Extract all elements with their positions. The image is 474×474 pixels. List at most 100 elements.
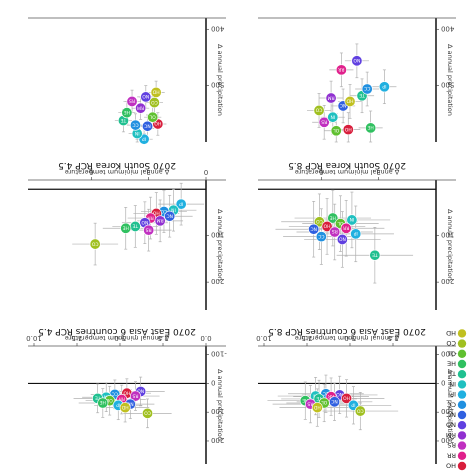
legend-swatch-OL — [457, 349, 467, 358]
x-axis-label: Δ annual minimum temperature — [295, 334, 399, 342]
data-point-label: HE — [124, 109, 130, 115]
data-point-label: HE — [367, 124, 373, 130]
y-tick-label: 200 — [441, 436, 454, 444]
data-point-label: RS — [332, 228, 338, 234]
data-point-label: NC — [166, 212, 173, 218]
x-tick-label: 5.0 — [344, 334, 355, 342]
data-point-label: IP — [116, 401, 120, 407]
data-point-label: NC — [127, 400, 134, 406]
data-point-label: NC — [144, 122, 151, 128]
y-tick-label: 100 — [211, 407, 224, 415]
x-axis-label: Δ annual minimum temperature — [295, 168, 399, 176]
data-point-label: HE — [302, 397, 308, 403]
data-point-label: RR — [147, 214, 153, 220]
data-point-label: HO — [344, 126, 351, 132]
data-point-label: RS — [307, 400, 313, 406]
data-point-IN — [327, 111, 339, 123]
data-point-label: NO — [353, 57, 360, 63]
data-point-label: RM — [157, 217, 164, 223]
legend-label-RM: RM — [446, 431, 456, 439]
data-point-label: NO — [137, 388, 144, 394]
data-point-RR — [340, 222, 352, 234]
data-point-label: HE — [100, 399, 106, 405]
data-point-label: CO — [144, 410, 151, 416]
data-point-OL — [330, 125, 342, 137]
legend-label-CC: CC — [446, 400, 456, 408]
data-point-label: TE — [316, 395, 323, 401]
data-point-label: IP — [351, 401, 355, 407]
legend-swatch-RR — [457, 451, 467, 460]
panel-title: 2070 South Korea RCP 8.5 — [288, 160, 406, 170]
data-point-label: RS — [321, 118, 327, 124]
panel-title: 2070 South Korea RCP 4.5 — [58, 160, 176, 170]
legend-label-HO: HO — [446, 462, 456, 470]
data-point-label: CO — [151, 99, 158, 105]
data-point-RM — [154, 215, 166, 227]
legend-label-TE: TE — [448, 370, 457, 378]
data-point-CO — [313, 104, 325, 116]
data-point-NO — [336, 233, 348, 245]
y-tick-label: 400 — [441, 24, 454, 32]
data-point-label: TE — [359, 92, 366, 98]
data-point-NO — [351, 55, 363, 67]
data-point-label: HD — [346, 98, 353, 104]
data-point-CC — [361, 83, 373, 95]
data-point-label: HE — [122, 224, 128, 230]
data-point-label: NO — [336, 391, 343, 397]
x-tick-label: 6 — [319, 168, 324, 176]
data-point-label: NO — [141, 219, 148, 225]
data-point-label: RR — [338, 66, 344, 72]
y-tick-label: 100 — [441, 407, 454, 415]
legend-label-OL: OL — [447, 349, 456, 357]
data-point-CO — [142, 407, 154, 419]
data-point-label: RS — [132, 392, 138, 398]
y-tick-label: 500 — [211, 81, 224, 89]
data-point-label: IN — [135, 130, 140, 136]
legend-label-NC: NC — [446, 411, 456, 419]
y-tick-label: 200 — [441, 277, 454, 285]
data-point-label: CC — [364, 85, 370, 91]
y-axis-label: Δ annual precipitation — [446, 44, 454, 116]
data-point-HE — [365, 122, 377, 134]
x-tick-label: 6 — [89, 168, 94, 176]
data-point-label: TE — [120, 117, 127, 123]
data-point-label: TE — [372, 251, 379, 257]
data-point-label: HD — [121, 404, 128, 410]
y-axis-label: Δ annual precipitation — [446, 209, 454, 281]
data-point-label: HO — [123, 389, 130, 395]
panel-title: 2070 East Asia 6 countries RCP 4.5 — [38, 326, 196, 336]
data-point-RM — [135, 102, 147, 114]
y-tick-label: 0 — [211, 378, 215, 386]
data-point-HD — [311, 402, 323, 414]
legend-swatch-CC — [457, 400, 467, 409]
data-point-RR — [335, 64, 347, 76]
y-tick-label: 100 — [211, 231, 224, 239]
data-point-label: IN — [330, 113, 335, 119]
legend-swatch-CO — [457, 339, 467, 348]
data-point-label: TE — [95, 395, 102, 401]
data-point-label: IN — [350, 216, 355, 222]
data-point-RM — [325, 92, 337, 104]
data-point-label: CO — [315, 107, 322, 113]
x-tick-label: 2.5 — [157, 334, 168, 342]
legend-swatch-NC — [457, 410, 467, 420]
data-point-label: RS — [129, 98, 135, 104]
y-tick-label: 200 — [211, 277, 224, 285]
data-point-CC — [129, 119, 141, 131]
legend-swatch-HO — [457, 461, 467, 471]
data-point-label: RM — [327, 94, 334, 100]
x-tick-label: 10.0 — [26, 334, 42, 342]
y-axis-label: Δ annual precipitation — [446, 369, 454, 441]
data-point-label: RM — [137, 104, 144, 110]
data-point-NC — [142, 120, 154, 132]
data-point-IN — [346, 214, 358, 226]
data-point-label: RS — [146, 226, 152, 232]
x-tick-label: 10.0 — [256, 334, 272, 342]
data-point-NC — [308, 223, 320, 235]
data-point-label: CO — [316, 218, 323, 224]
x-tick-label: 5.0 — [114, 334, 125, 342]
data-point-TE — [369, 249, 381, 261]
y-tick-label: 500 — [441, 81, 454, 89]
data-point-label: HO — [323, 223, 330, 229]
